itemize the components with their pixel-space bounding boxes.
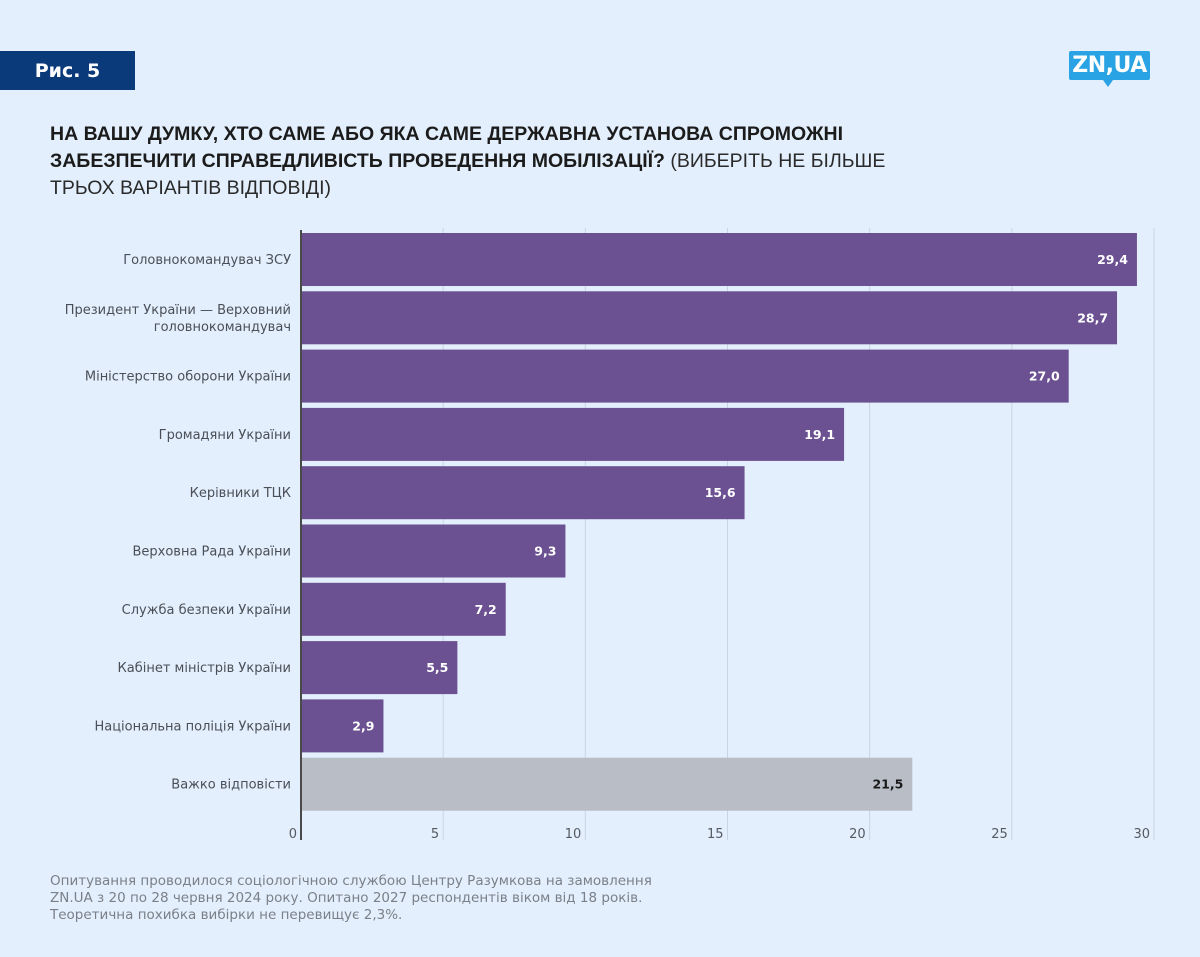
chart-title-instruction: (ВИБЕРІТЬ НЕ БІЛЬШЕ ТРЬОХ ВАРІАНТІВ ВІДП… [50,150,886,199]
footnote-line: Теоретична похибка вибірки не перевищує … [50,907,403,923]
category-label: Президент України — Верховний головнокома… [65,303,291,335]
bar [301,582,506,636]
x-axis-tick-labels: 0 5 10 15 20 25 30 [289,827,1150,842]
category-label-line: Громадяни України [159,428,291,443]
category-label-line: головнокомандувач [154,320,291,335]
bar-value-label: 7,2 [475,602,497,617]
x-tick-label: 20 [849,827,866,842]
bar-value-label: 15,6 [705,485,736,500]
category-label: Міністерство оборони України [85,370,291,385]
logo-text: ZN,UA [1072,53,1147,78]
category-label-line: Міністерство оборони України [85,370,291,385]
category-label-line: Важко відповісти [171,778,291,793]
bar [301,407,845,461]
category-label: Важко відповісти [171,778,291,793]
x-tick-label: 30 [1133,827,1150,842]
figure-number-badge: Рис. 5 [0,51,135,90]
bar-value-label: 21,5 [872,777,903,792]
bar-value-label: 9,3 [534,544,556,559]
category-label-line: Верховна Рада України [132,545,291,560]
zn-ua-logo: ZN,UA [1069,51,1150,87]
chart-title: НА ВАШУ ДУМКУ, ХТО САМЕ АБО ЯКА САМЕ ДЕР… [50,121,930,202]
horizontal-bar-chart: 29,4 28,7 27,0 19,1 15,6 9,3 7,2 5,5 2,9 21,5 Гол… [65,228,1155,842]
figure-number-label: Рис. 5 [34,59,101,82]
bars: 29,4 28,7 27,0 19,1 15,6 9,3 7,2 5,5 2,9 21,5 [301,233,1137,811]
category-label-line: Президент України — Верховний [65,303,291,318]
bar-value-label: 5,5 [426,660,448,675]
bar [301,641,458,695]
category-label: Керівники ТЦК [190,486,291,501]
footnote-line: ZN.UA з 20 по 28 червня 2024 року. Опита… [50,890,643,906]
bar [301,524,566,578]
x-tick-label: 0 [289,827,297,842]
footnote-line: Опитування проводилося соціологічною слу… [50,873,652,889]
chart-title-question: НА ВАШУ ДУМКУ, ХТО САМЕ АБО ЯКА САМЕ ДЕР… [50,123,844,172]
x-tick-label: 10 [565,827,582,842]
bar-value-label: 28,7 [1077,310,1108,325]
category-label: Національна поліція України [94,719,291,734]
category-labels: Головнокомандувач ЗСУ Президент України —… [65,253,291,793]
bar-value-label: 19,1 [804,427,835,442]
category-label-line: Національна поліція України [94,719,291,734]
category-label-line: Керівники ТЦК [190,486,291,501]
category-label-line: Кабінет міністрів України [118,661,292,676]
x-tick-label: 5 [431,827,439,842]
bar [301,349,1069,403]
bar [301,699,384,753]
category-label-line: Служба безпеки України [122,603,291,618]
category-label: Головнокомандувач ЗСУ [123,253,291,268]
x-tick-label: 25 [991,827,1008,842]
survey-footnote: Опитування проводилося соціологічною слу… [50,873,750,924]
category-label: Верховна Рада України [132,545,291,560]
bar-value-label: 27,0 [1029,369,1060,384]
category-label-line: Головнокомандувач ЗСУ [123,253,291,268]
x-tick-label: 15 [707,827,724,842]
bar-value-label: 29,4 [1097,252,1128,267]
bar [301,291,1118,345]
bar-value-label: 2,9 [352,718,374,733]
category-label: Служба безпеки України [122,603,291,618]
bar [301,466,745,520]
category-label: Кабінет міністрів України [118,661,292,676]
bar [301,757,913,811]
bar [301,233,1137,286]
category-label: Громадяни України [159,428,291,443]
